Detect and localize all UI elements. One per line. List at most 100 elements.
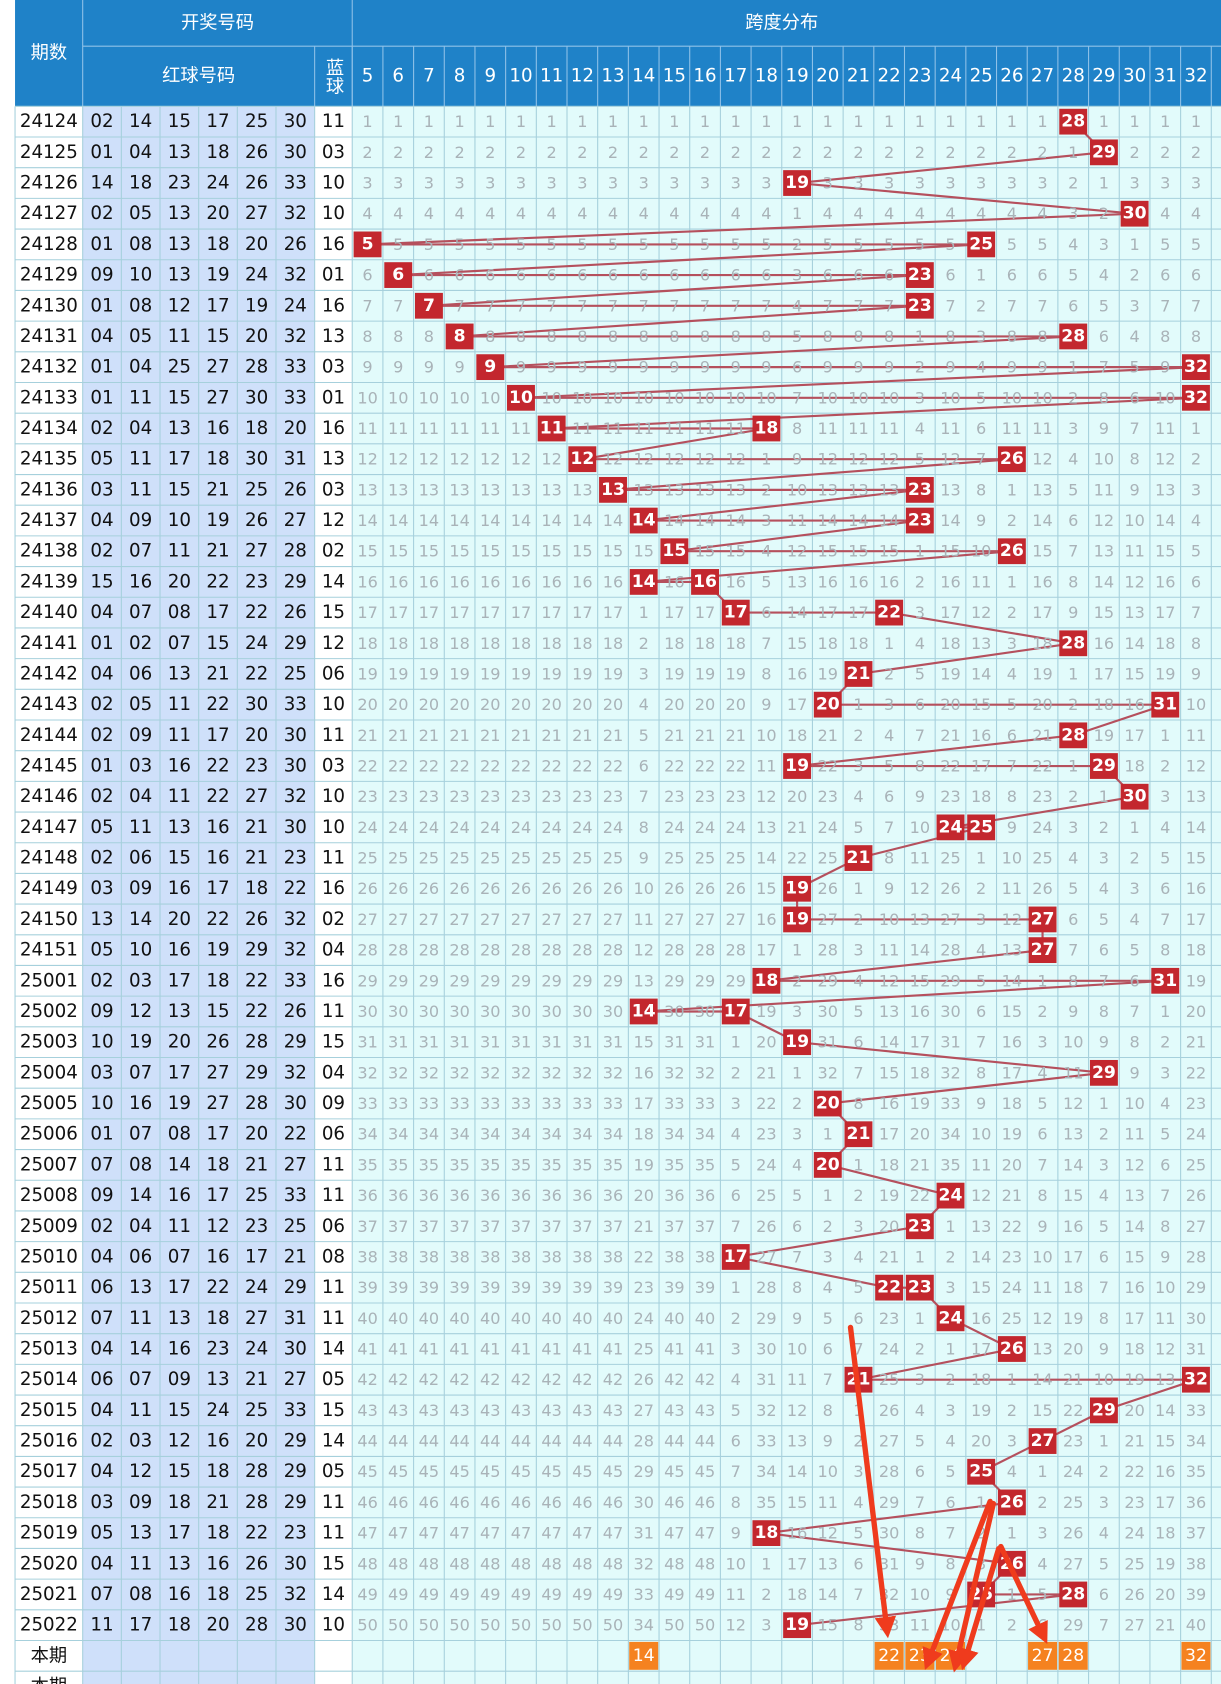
omission-count: 25 xyxy=(1186,1155,1206,1174)
omission-count: 20 xyxy=(541,695,561,714)
red-ball: 08 xyxy=(129,1584,152,1605)
omission-count: 2 xyxy=(639,634,649,653)
span-hit: 17 xyxy=(724,1247,748,1267)
issue: 24143 xyxy=(20,694,78,715)
omission-count: 8 xyxy=(393,327,403,346)
omission-count: 2 xyxy=(1037,1493,1047,1512)
omission-count: 16 xyxy=(971,1309,991,1328)
omission-count: 7 xyxy=(516,296,526,315)
omission-count: 6 xyxy=(1068,296,1078,315)
red-ball: 17 xyxy=(168,1062,191,1083)
span-hit: 8 xyxy=(454,326,466,346)
red-ball: 13 xyxy=(168,142,191,163)
omission-count: 10 xyxy=(910,818,930,837)
current-cell xyxy=(1028,1641,1058,1670)
omission-count: 5 xyxy=(1037,1094,1047,1113)
span-hit: 31 xyxy=(1153,695,1177,715)
omission-count: 19 xyxy=(1155,664,1175,683)
omission-count: 35 xyxy=(388,1155,408,1174)
omission-count: 21 xyxy=(1002,1186,1022,1205)
omission-count: 2 xyxy=(1191,143,1201,162)
omission-count: 26 xyxy=(633,1370,653,1389)
red-ball: 04 xyxy=(129,1216,152,1237)
omission-count: 24 xyxy=(388,818,408,837)
omission-count: 34 xyxy=(603,1125,623,1144)
omission-count: 20 xyxy=(1155,1585,1175,1604)
blue-ball: 03 xyxy=(322,756,345,777)
red-ball: 16 xyxy=(206,1431,229,1452)
issue: 25018 xyxy=(20,1492,78,1513)
span-hit-cell xyxy=(905,292,934,319)
omission-count: 3 xyxy=(485,174,495,193)
omission-count: 22 xyxy=(818,757,838,776)
omission-count: 28 xyxy=(818,941,838,960)
red-ball: 12 xyxy=(168,295,191,316)
omission-count: 11 xyxy=(910,849,930,868)
omission-count: 9 xyxy=(1160,358,1170,377)
span-column-header: 5 xyxy=(362,66,374,87)
omission-count: 30 xyxy=(1186,1309,1206,1328)
omission-count: 26 xyxy=(419,879,439,898)
omission-count: 4 xyxy=(1129,327,1139,346)
omission-count: 23 xyxy=(879,1309,899,1328)
red-ball: 33 xyxy=(284,1185,307,1206)
red-ball: 25 xyxy=(245,1400,268,1421)
omission-count: 42 xyxy=(511,1370,531,1389)
omission-count: 15 xyxy=(419,542,439,561)
red-ball: 24 xyxy=(284,295,307,316)
omission-count: 10 xyxy=(818,388,838,407)
omission-count: 3 xyxy=(853,941,863,960)
omission-count: 28 xyxy=(603,941,623,960)
omission-count: 19 xyxy=(1186,971,1206,990)
omission-count: 3 xyxy=(1068,204,1078,223)
red-ball: 17 xyxy=(206,725,229,746)
omission-count: 44 xyxy=(419,1432,439,1451)
omission-count: 7 xyxy=(853,1585,863,1604)
omission-count: 8 xyxy=(761,664,771,683)
omission-count: 46 xyxy=(603,1493,623,1512)
arrow xyxy=(922,1498,993,1671)
omission-count: 7 xyxy=(1007,757,1017,776)
omission-count: 19 xyxy=(940,664,960,683)
omission-count: 38 xyxy=(603,1247,623,1266)
span-hit: 25 xyxy=(969,817,993,837)
red-ball: 22 xyxy=(206,786,229,807)
omission-count: 25 xyxy=(449,849,469,868)
omission-count: 6 xyxy=(823,1340,833,1359)
omission-count: 4 xyxy=(945,204,955,223)
red-ball: 32 xyxy=(284,786,307,807)
omission-count: 1 xyxy=(577,112,587,131)
span-hit-cell xyxy=(997,1489,1026,1516)
omission-count: 3 xyxy=(884,174,894,193)
omission-count: 29 xyxy=(879,1493,899,1512)
omission-count: 43 xyxy=(572,1401,592,1420)
issue: 25002 xyxy=(20,1001,78,1022)
red-ball: 13 xyxy=(168,1308,191,1329)
red-ball: 21 xyxy=(245,1369,268,1390)
omission-count: 2 xyxy=(1007,603,1017,622)
red-ball: 07 xyxy=(129,1062,152,1083)
omission-count: 2 xyxy=(1007,511,1017,530)
omission-count: 4 xyxy=(1099,1186,1109,1205)
omission-count: 2 xyxy=(1160,757,1170,776)
span-hit-cell xyxy=(1120,200,1149,227)
omission-count: 49 xyxy=(480,1585,500,1604)
omission-count: 40 xyxy=(1186,1616,1206,1635)
omission-count: 11 xyxy=(1155,1309,1175,1328)
red-ball: 28 xyxy=(245,1492,268,1513)
red-ball: 33 xyxy=(284,1400,307,1421)
omission-count: 21 xyxy=(1063,1370,1083,1389)
omission-count: 9 xyxy=(454,358,464,377)
span-column-header: 32 xyxy=(1184,66,1207,87)
omission-count: 20 xyxy=(480,695,500,714)
red-ball: 13 xyxy=(129,1277,152,1298)
omission-count: 42 xyxy=(664,1370,684,1389)
omission-count: 47 xyxy=(541,1524,561,1543)
red-ball: 04 xyxy=(90,1246,113,1267)
omission-count: 7 xyxy=(362,296,372,315)
omission-count: 9 xyxy=(1160,1247,1170,1266)
red-ball: 09 xyxy=(90,1001,113,1022)
span-hit-cell xyxy=(813,1090,842,1117)
omission-count: 4 xyxy=(1037,1063,1047,1082)
omission-count: 42 xyxy=(541,1370,561,1389)
